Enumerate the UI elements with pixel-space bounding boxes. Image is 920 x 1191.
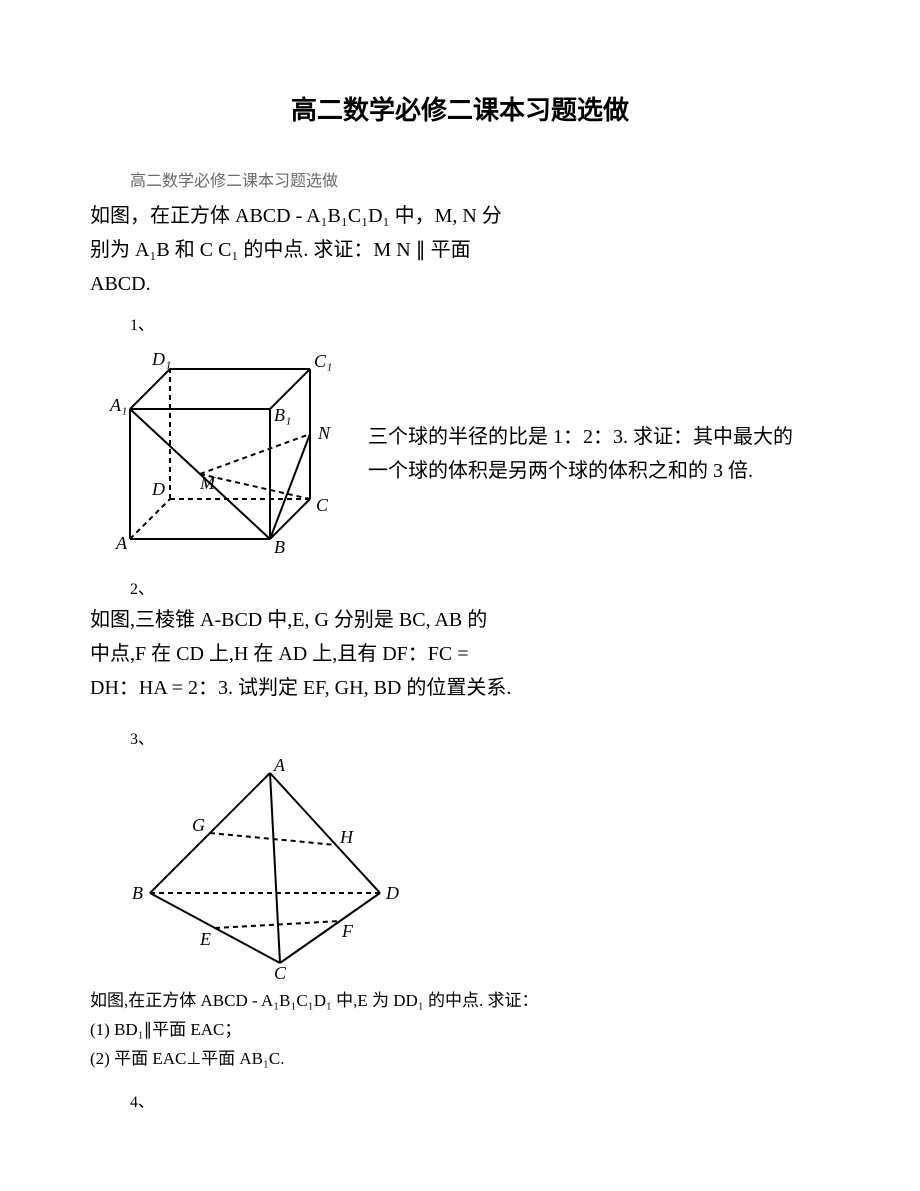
t-C: C bbox=[274, 963, 287, 983]
p1-number: 1、 bbox=[130, 311, 830, 335]
t-E: E bbox=[199, 929, 211, 949]
p4-t3: (2) 平面 EAC⊥平面 AB₁C. bbox=[90, 1049, 285, 1068]
t-G: G bbox=[192, 815, 205, 835]
tetra-figure: A B C D G H E F bbox=[110, 753, 830, 983]
p1-l3: ABCD. bbox=[90, 273, 151, 295]
problem-3-text: 如图,三棱锥 A-BCD 中,E, G 分别是 BC, AB 的 中点,F 在 … bbox=[90, 603, 830, 705]
label-A1: A₁ bbox=[109, 395, 127, 415]
p4-number: 4、 bbox=[130, 1088, 830, 1112]
p4-t1: 如图,在正方体 ABCD - A₁B₁C₁D₁ 中,E 为 DD₁ 的中点. 求… bbox=[90, 991, 539, 1010]
p1-l1: 如图，在正方体 ABCD - A₁B₁C₁D₁ 中，M, N 分 bbox=[90, 205, 502, 227]
label-N: N bbox=[317, 423, 331, 443]
page-title: 高二数学必修二课本习题选做 bbox=[90, 90, 830, 127]
p1-l2: 别为 A₁B 和 C C₁ 的中点. 求证：M N ∥ 平面 bbox=[90, 239, 471, 261]
p3-number: 3、 bbox=[130, 725, 830, 749]
t-A: A bbox=[273, 755, 286, 775]
label-B: B bbox=[274, 537, 285, 557]
label-A: A bbox=[115, 533, 128, 553]
t-H: H bbox=[339, 827, 354, 847]
label-M: M bbox=[199, 473, 216, 493]
cube-figure: A B C D A₁ B₁ C₁ D₁ M N bbox=[90, 339, 350, 569]
problem-4-text: 如图,在正方体 ABCD - A₁B₁C₁D₁ 中,E 为 DD₁ 的中点. 求… bbox=[90, 987, 830, 1074]
t-B: B bbox=[132, 883, 143, 903]
sphere-problem-text: 三个球的半径的比是 1：2：3. 求证：其中最大的 一个球的体积是另两个球的体积… bbox=[368, 420, 793, 488]
label-B1: B₁ bbox=[274, 405, 291, 425]
p2-t3: DH：HA = 2：3. 试判定 EF, GH, BD 的位置关系. bbox=[90, 677, 511, 699]
figure-row-1: A B C D A₁ B₁ C₁ D₁ M N 三个球的半径的比是 1：2：3.… bbox=[90, 339, 830, 569]
problem-1-text: 如图，在正方体 ABCD - A₁B₁C₁D₁ 中，M, N 分 别为 A₁B … bbox=[90, 199, 830, 301]
label-D: D bbox=[151, 479, 165, 499]
p2-t1: 如图,三棱锥 A-BCD 中,E, G 分别是 BC, AB 的 bbox=[90, 609, 487, 631]
p2-s1: 三个球的半径的比是 1：2：3. 求证：其中最大的 bbox=[368, 426, 793, 448]
t-D: D bbox=[385, 883, 399, 903]
subtitle: 高二数学必修二课本习题选做 bbox=[130, 167, 830, 191]
label-C: C bbox=[316, 495, 329, 515]
p4-t2: (1) BD₁∥平面 EAC； bbox=[90, 1020, 241, 1039]
p2-s2: 一个球的体积是另两个球的体积之和的 3 倍. bbox=[368, 460, 753, 482]
p2-number: 2、 bbox=[130, 575, 830, 599]
label-C1: C₁ bbox=[314, 351, 332, 371]
label-D1: D₁ bbox=[151, 349, 171, 369]
p2-t2: 中点,F 在 CD 上,H 在 AD 上,且有 DF：FC = bbox=[90, 643, 469, 665]
cube-svg: A B C D A₁ B₁ C₁ D₁ M N bbox=[90, 339, 350, 569]
t-F: F bbox=[341, 921, 354, 941]
tetra-svg: A B C D G H E F bbox=[110, 753, 410, 983]
